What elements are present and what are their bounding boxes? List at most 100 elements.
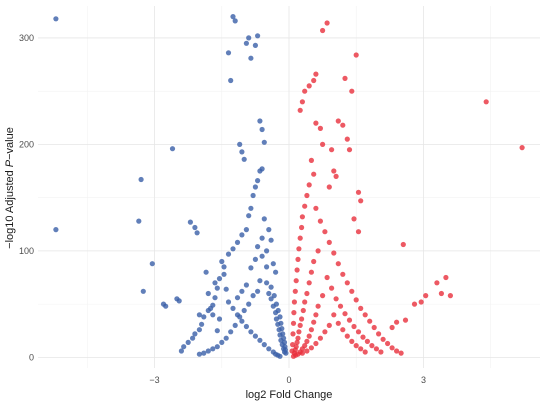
data-point [239, 288, 245, 294]
data-point [438, 290, 444, 297]
data-point [234, 295, 241, 301]
data-point [322, 329, 328, 335]
data-point [349, 338, 355, 344]
data-point [243, 40, 249, 46]
data-point [315, 303, 321, 309]
data-point [257, 118, 263, 124]
data-point [185, 339, 191, 345]
data-point [362, 349, 368, 355]
data-point [230, 305, 236, 311]
data-point [273, 269, 279, 275]
data-point [329, 285, 335, 291]
data-point [252, 184, 258, 190]
data-point [358, 346, 364, 352]
data-point [324, 20, 330, 26]
data-point [246, 301, 252, 307]
data-point [266, 290, 272, 297]
data-point [279, 326, 285, 332]
data-point [248, 329, 254, 335]
data-point [317, 335, 323, 341]
data-point [271, 293, 277, 299]
data-point [205, 348, 211, 354]
data-point [293, 278, 299, 284]
data-point [306, 280, 312, 286]
y-axis-title-suffix: −value [4, 127, 16, 160]
data-point [239, 149, 245, 155]
data-point [201, 314, 207, 320]
data-point [291, 299, 297, 305]
data-point [358, 305, 364, 311]
data-point [163, 303, 169, 309]
data-point [311, 258, 317, 265]
data-point [308, 345, 314, 351]
data-point [411, 301, 418, 307]
data-point [280, 331, 286, 337]
data-point [389, 345, 395, 351]
data-point [344, 136, 350, 142]
data-point [255, 178, 261, 184]
x-axis-title: log2 Fold Change [246, 389, 333, 401]
data-point [243, 323, 249, 330]
data-point [311, 319, 317, 325]
data-point [212, 280, 218, 286]
data-point [53, 16, 59, 22]
data-point [304, 348, 310, 354]
data-point [322, 229, 328, 235]
data-point [138, 176, 144, 183]
data-point [257, 168, 263, 174]
data-point [331, 168, 337, 174]
data-point [225, 251, 232, 257]
data-point [264, 248, 270, 254]
data-point [308, 157, 314, 163]
data-point [241, 307, 247, 314]
data-point [358, 198, 364, 204]
data-point [326, 322, 332, 328]
data-point [329, 147, 335, 153]
data-point [447, 293, 453, 299]
data-point [302, 299, 308, 305]
data-point [250, 192, 256, 199]
data-point [219, 258, 225, 265]
data-point [199, 321, 205, 327]
data-point [294, 267, 300, 273]
data-point [304, 192, 310, 199]
data-point [306, 83, 312, 89]
y-tick-label: 300 [19, 33, 34, 43]
data-point [278, 320, 284, 326]
data-point [315, 248, 321, 254]
data-point [371, 324, 377, 331]
data-point [311, 171, 317, 177]
data-point [259, 253, 265, 259]
data-point [266, 227, 272, 233]
data-point [294, 339, 300, 345]
data-point [296, 329, 302, 335]
data-point [257, 337, 263, 343]
data-point [355, 329, 362, 335]
data-point [355, 189, 362, 195]
data-point [216, 276, 223, 282]
data-point [255, 33, 261, 39]
data-point [296, 246, 302, 252]
data-point [248, 265, 254, 271]
data-point [313, 312, 319, 318]
data-point [434, 280, 440, 286]
data-point [380, 336, 386, 342]
data-point [192, 224, 198, 231]
data-point [349, 88, 355, 94]
data-point [418, 299, 424, 305]
data-point [255, 288, 261, 294]
data-point [335, 320, 341, 326]
data-point [297, 235, 303, 241]
data-point [378, 349, 384, 355]
data-point [346, 317, 353, 323]
data-point [297, 322, 303, 328]
data-point [313, 120, 319, 126]
data-point [232, 322, 238, 328]
data-point [234, 239, 241, 245]
data-point [394, 319, 400, 325]
data-point [277, 314, 283, 320]
data-point [333, 296, 339, 302]
data-point [261, 139, 267, 145]
data-point [190, 335, 196, 341]
data-point [317, 125, 323, 131]
